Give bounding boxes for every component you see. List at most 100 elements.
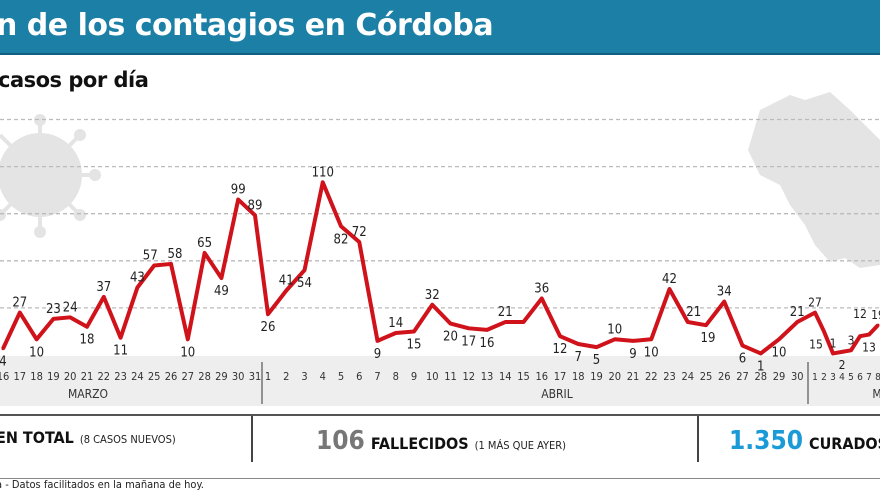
x-tick-label: 23 xyxy=(114,370,127,383)
data-point xyxy=(704,323,708,327)
x-tick-label: 13 xyxy=(481,370,494,383)
data-label: 26 xyxy=(261,320,276,335)
data-label: 82 xyxy=(334,232,349,247)
data-point xyxy=(840,350,844,354)
x-tick-label: 12 xyxy=(462,370,475,383)
data-label: 17 xyxy=(461,334,476,349)
data-point xyxy=(236,198,240,202)
data-point xyxy=(876,323,880,327)
data-label: 12 xyxy=(853,307,867,321)
x-tick-label: 3 xyxy=(301,370,307,383)
data-point xyxy=(51,317,55,321)
x-tick-label: 24 xyxy=(131,370,144,383)
data-point xyxy=(613,337,617,341)
x-tick-label: 26 xyxy=(165,370,178,383)
data-point xyxy=(102,295,106,299)
x-tick-label: 8 xyxy=(393,370,399,383)
fallecidos-note: (1 MÁS QUE AYER) xyxy=(474,439,567,452)
data-label: 13 xyxy=(862,341,876,355)
data-label: 19 xyxy=(701,331,716,346)
data-point xyxy=(321,180,325,184)
data-label: 12 xyxy=(553,342,568,357)
data-label: 58 xyxy=(168,247,183,262)
data-point xyxy=(759,351,763,355)
x-tick-label: 29 xyxy=(215,370,228,383)
x-axis-band xyxy=(0,356,880,406)
data-label: 89 xyxy=(248,198,263,213)
data-label: 10 xyxy=(772,345,787,360)
data-point xyxy=(430,303,434,307)
data-label: 21 xyxy=(498,305,513,320)
x-tick-label: 28 xyxy=(198,370,211,383)
data-point xyxy=(186,337,190,341)
month-label: M xyxy=(872,387,880,401)
data-label: 2 xyxy=(839,358,846,372)
x-tick-label: 21 xyxy=(627,370,640,383)
data-label: 27 xyxy=(808,296,822,310)
data-point xyxy=(849,348,853,352)
data-point xyxy=(522,320,525,324)
data-label: 9 xyxy=(629,347,636,362)
data-label: 7 xyxy=(575,350,582,365)
data-point xyxy=(831,351,835,355)
x-tick-label: 4 xyxy=(320,370,326,383)
x-tick-label: 16 xyxy=(0,370,9,383)
x-tick-label: 30 xyxy=(232,370,245,383)
data-point xyxy=(135,285,139,289)
x-tick-label: 23 xyxy=(663,370,676,383)
data-point xyxy=(284,289,288,293)
x-tick-label: 7 xyxy=(866,372,872,383)
data-point xyxy=(376,339,379,343)
data-label: 110 xyxy=(312,165,334,180)
x-tick-label: 19 xyxy=(47,370,60,383)
x-tick-label: 19 xyxy=(590,370,603,383)
data-label: 27 xyxy=(12,296,27,311)
x-tick-label: 3 xyxy=(830,372,836,383)
data-point xyxy=(1,347,5,351)
data-point xyxy=(85,325,89,329)
data-point xyxy=(503,320,507,324)
data-label: 6 xyxy=(739,352,746,367)
virus-icon xyxy=(0,114,101,238)
data-point xyxy=(722,300,726,304)
data-point xyxy=(576,342,580,346)
data-point xyxy=(741,344,744,348)
data-label: 72 xyxy=(352,225,367,240)
x-tick-label: 14 xyxy=(499,370,512,383)
total-note: (8 CASOS NUEVOS) xyxy=(79,433,176,446)
x-tick-label: 17 xyxy=(554,370,567,383)
x-tick-label: 20 xyxy=(608,370,621,383)
data-point xyxy=(303,268,306,272)
data-label: 3 xyxy=(848,333,855,347)
data-point xyxy=(203,251,207,255)
data-point xyxy=(339,224,343,228)
data-label: 18 xyxy=(80,333,95,348)
x-tick-label: 5 xyxy=(338,370,344,383)
data-point xyxy=(467,326,471,330)
curados-label: CURADOS xyxy=(809,434,880,453)
data-point xyxy=(18,311,22,315)
x-tick-label: 31 xyxy=(249,370,262,383)
month-label: MARZO xyxy=(68,387,108,401)
data-point xyxy=(595,345,598,349)
data-point xyxy=(219,276,223,280)
data-point xyxy=(357,240,361,244)
data-label: 99 xyxy=(231,183,246,198)
data-point xyxy=(867,333,871,337)
data-label: 24 xyxy=(63,300,78,315)
data-point xyxy=(68,315,72,319)
x-tick-label: 2 xyxy=(283,370,289,383)
data-label: 20 xyxy=(443,330,458,345)
data-point xyxy=(412,329,416,333)
data-label: 4 xyxy=(0,355,7,370)
title-bar: n de los contagios en Córdoba xyxy=(0,0,880,55)
data-point xyxy=(777,337,781,341)
x-tick-label: 7 xyxy=(374,370,380,383)
x-tick-label: 6 xyxy=(356,370,362,383)
x-tick-label: 18 xyxy=(572,370,585,383)
data-label: 49 xyxy=(214,284,229,299)
x-tick-label: 30 xyxy=(791,370,804,383)
data-label: 43 xyxy=(130,270,145,285)
x-tick-label: 25 xyxy=(148,370,161,383)
cordoba-map-icon xyxy=(748,92,880,268)
